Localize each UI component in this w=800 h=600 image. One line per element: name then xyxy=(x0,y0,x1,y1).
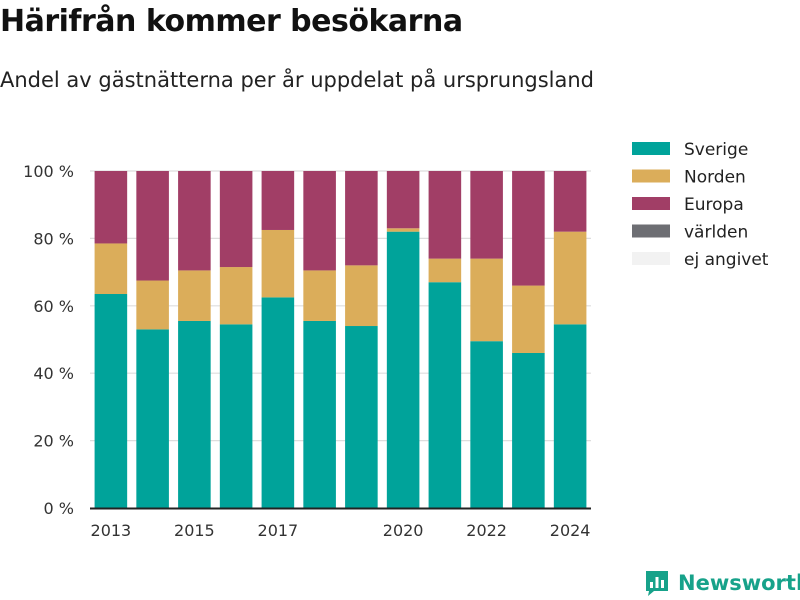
legend-swatch xyxy=(632,224,670,238)
bar-segment xyxy=(94,171,128,244)
bar-segment xyxy=(303,270,336,321)
brand-name: Newsworthy xyxy=(678,571,800,595)
legend-swatch xyxy=(632,197,670,210)
bar-segment xyxy=(261,171,295,230)
bar-segment xyxy=(136,171,169,281)
bar-segment xyxy=(428,171,462,259)
bar-segment xyxy=(553,171,587,232)
x-tick-label: 2015 xyxy=(174,521,215,540)
x-tick-label: 2013 xyxy=(91,521,132,540)
bar-segment xyxy=(512,171,545,286)
brand-logo: Newsworthy xyxy=(644,568,800,598)
x-tick-label: 2017 xyxy=(258,521,299,540)
bar-segment xyxy=(261,229,295,298)
bar-segment xyxy=(219,267,253,325)
bar-segment xyxy=(94,243,128,295)
bars xyxy=(94,171,587,508)
legend-label: världen xyxy=(684,223,748,243)
legend-label: Europa xyxy=(684,195,744,215)
bar-segment xyxy=(512,285,545,353)
x-tick-label: 2020 xyxy=(383,521,424,540)
bar-segment xyxy=(178,320,211,508)
legend-label: Sverige xyxy=(684,140,748,160)
y-tick-label: 80 % xyxy=(33,229,74,248)
legend-swatch xyxy=(632,169,670,183)
bar-segment xyxy=(136,280,169,330)
bar-segment xyxy=(512,352,545,508)
x-tick-label: 2024 xyxy=(550,521,591,540)
y-tick-label: 100 % xyxy=(23,162,74,181)
legend-swatch xyxy=(632,252,670,265)
bar-segment xyxy=(470,341,503,508)
bar-segment xyxy=(553,324,587,508)
chart-title: Härifrån kommer besökarna xyxy=(0,4,463,39)
y-tick-label: 60 % xyxy=(33,297,74,316)
bar-segment xyxy=(178,270,211,321)
y-tick-label: 0 % xyxy=(44,499,74,518)
bar-segment xyxy=(470,171,503,259)
bar-segment xyxy=(94,294,128,508)
bar-segment xyxy=(136,329,169,508)
legend-swatch xyxy=(632,142,670,155)
bar-segment xyxy=(261,297,295,508)
bar-segment xyxy=(219,171,253,268)
legend-label: Norden xyxy=(684,168,746,188)
bar-chart-logo-icon xyxy=(646,571,668,596)
bar-segment xyxy=(386,171,420,229)
legend: Sverige Norden Europa världen ej angivet xyxy=(632,140,769,270)
bar-segment xyxy=(428,258,462,283)
x-tick-label: 2022 xyxy=(466,521,507,540)
bar-segment xyxy=(386,228,420,232)
bar-segment xyxy=(470,258,503,342)
bar-segment xyxy=(345,265,378,327)
bar-segment xyxy=(553,231,587,325)
bar-segment xyxy=(345,171,378,266)
bar-segment xyxy=(178,171,211,271)
legend-label: ej angivet xyxy=(684,250,769,270)
y-tick-label: 20 % xyxy=(33,432,74,451)
chart-subtitle: Andel av gästnätterna per år uppdelat på… xyxy=(0,68,594,92)
bar-segment xyxy=(219,324,253,508)
y-tick-label: 40 % xyxy=(33,364,74,383)
bar-segment xyxy=(386,231,420,508)
bar-segment xyxy=(303,320,336,508)
bar-segment xyxy=(345,326,378,508)
grid-lines xyxy=(90,170,591,442)
bar-segment xyxy=(428,282,462,508)
axes: 0 % 20 % 40 % 60 % 80 % 100 % 2013 2015 2017 2020… xyxy=(23,162,591,540)
bar-segment xyxy=(303,171,336,271)
